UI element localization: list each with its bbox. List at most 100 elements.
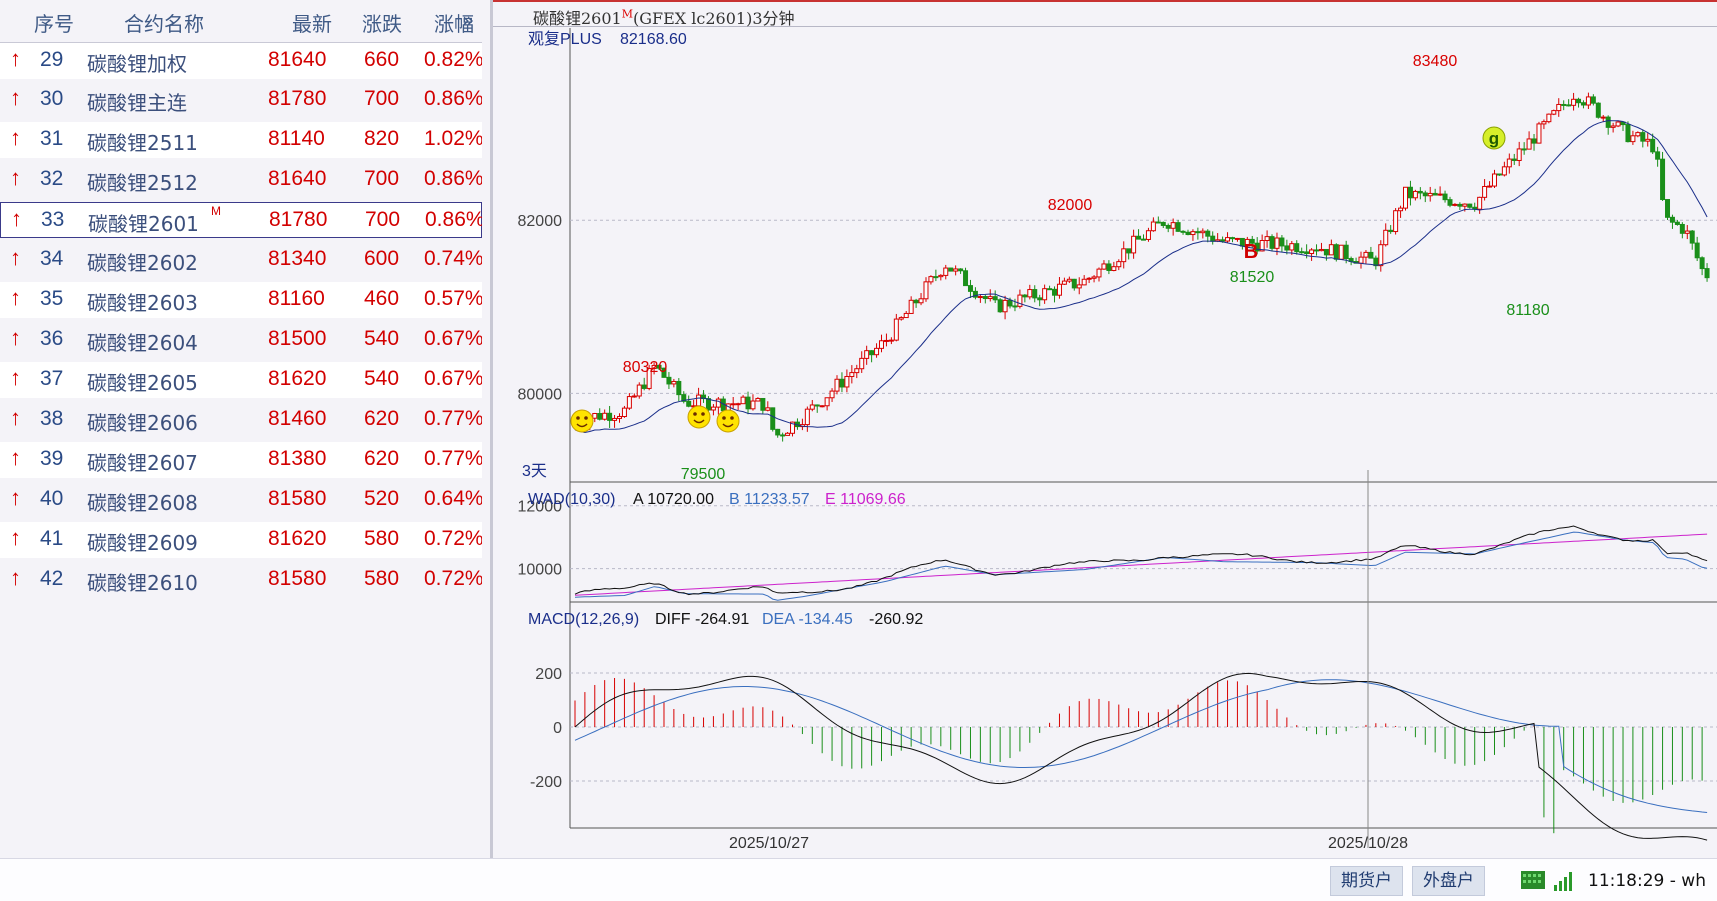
kline-chart[interactable]: 82000 80000 观复PLUS 82168.60 3天 83480 82000 8032… <box>493 0 1717 858</box>
row-contract-name: 碳酸锂2610 <box>87 571 198 595</box>
candle-body <box>780 434 786 437</box>
candle-body <box>730 403 736 406</box>
candle-body <box>1190 231 1196 236</box>
indicator-value: 82168.60 <box>620 31 687 48</box>
candle-body <box>1561 103 1567 106</box>
quote-row[interactable]: ↑ 36 碳酸锂2604 81500 540 0.67% <box>0 322 482 358</box>
column-header-change[interactable]: 涨跌 <box>362 12 402 36</box>
candle-body <box>972 290 978 298</box>
candle-body <box>908 299 914 314</box>
row-change-pct: 0.86% <box>424 167 482 190</box>
up-arrow-icon: ↑ <box>10 46 21 71</box>
candle-body <box>1101 263 1107 270</box>
candle-body <box>636 384 642 397</box>
candle-body <box>1269 236 1275 249</box>
row-seq: 38 <box>40 407 64 430</box>
row-change-pct: 0.67% <box>424 367 482 390</box>
chevron-double-right-icon[interactable]: » <box>462 8 475 32</box>
candle-body <box>1145 230 1151 240</box>
candle-body <box>1427 192 1433 197</box>
tab-futures-account[interactable]: 期货户 <box>1330 866 1403 896</box>
quote-row[interactable]: ↑ 40 碳酸锂2608 81580 520 0.64% <box>0 482 482 518</box>
candle-body <box>1422 192 1428 197</box>
candle-body <box>1249 238 1255 244</box>
candle-body <box>992 296 998 301</box>
candle-body <box>874 347 880 356</box>
candle-body <box>755 397 761 402</box>
candle-body <box>1462 203 1468 207</box>
row-contract-name: 碳酸锂加权 <box>87 52 187 76</box>
candle-body <box>1289 243 1295 251</box>
candle-body <box>1061 280 1067 285</box>
candle-body <box>1571 98 1577 106</box>
candle-body <box>1052 288 1058 296</box>
quote-row[interactable]: ↑ 32 碳酸锂2512 81640 700 0.86% <box>0 162 482 198</box>
last-low-annotation: 81180 <box>1506 302 1549 319</box>
candle-body <box>1432 192 1438 196</box>
row-last-price: 81580 <box>268 487 327 510</box>
quote-row[interactable]: ↑ 34 碳酸锂2602 81340 600 0.74% <box>0 242 482 278</box>
candle-body <box>1007 299 1013 307</box>
quote-row[interactable]: ↑ 35 碳酸锂2603 81160 460 0.57% <box>0 282 482 318</box>
row-last-price: 81380 <box>268 447 327 470</box>
quote-row[interactable]: ↑ 29 碳酸锂加权 81640 660 0.82% <box>0 43 482 79</box>
candle-body <box>1175 222 1181 232</box>
candle-body <box>948 267 954 272</box>
candle-body <box>982 296 988 300</box>
candle-body <box>1037 297 1043 301</box>
candle-body <box>1373 257 1379 267</box>
candle-body <box>1056 283 1062 296</box>
candle-body <box>1076 284 1082 289</box>
candle-body <box>1393 210 1399 233</box>
quote-row[interactable]: ↑ 41 碳酸锂2609 81620 580 0.72% <box>0 522 482 558</box>
macd-tick-label: 200 <box>535 666 562 683</box>
candle-body <box>592 413 598 419</box>
quote-row[interactable]: ↑ 31 碳酸锂2511 81140 820 1.02% <box>0 122 482 158</box>
candle-body <box>740 396 746 405</box>
candle-body <box>1600 116 1606 119</box>
candle-body <box>878 340 884 349</box>
candle-body <box>844 376 850 388</box>
candle-body <box>943 267 949 276</box>
candle-body <box>1274 237 1280 249</box>
column-header-last[interactable]: 最新 <box>292 12 332 36</box>
candle-body <box>1185 231 1191 236</box>
candle-body <box>1699 257 1705 270</box>
candle-body <box>1333 244 1339 260</box>
quote-row[interactable]: ↑ 38 碳酸锂2606 81460 620 0.77% <box>0 402 482 438</box>
candle-body <box>997 299 1003 313</box>
candle-body <box>1580 102 1586 106</box>
row-change-pct: 0.86% <box>425 208 482 231</box>
quote-row[interactable]: ↑ 39 碳酸锂2607 81380 620 0.77% <box>0 442 482 478</box>
candle-body <box>705 398 711 411</box>
candle-body <box>1205 230 1211 237</box>
quote-row[interactable]: ↑ 33 碳酸锂2601 81780 700 0.86% M <box>0 202 482 238</box>
column-header-name[interactable]: 合约名称 <box>124 12 204 36</box>
macd-dea-value: DEA -134.45 <box>762 611 853 628</box>
connection-status-icon <box>1521 871 1572 891</box>
quote-row[interactable]: ↑ 37 碳酸锂2605 81620 540 0.67% <box>0 362 482 398</box>
column-header-pct[interactable]: 涨幅 <box>434 12 474 36</box>
candle-body <box>1170 222 1176 229</box>
panel-splitter[interactable] <box>490 0 493 858</box>
wad-e-value: E 11069.66 <box>825 491 906 508</box>
candle-body <box>1689 230 1695 244</box>
candle-body <box>829 390 835 399</box>
candle-body <box>745 396 751 410</box>
candle-body <box>1234 237 1240 240</box>
candle-body <box>1442 193 1448 201</box>
quote-row[interactable]: ↑ 30 碳酸锂主连 81780 700 0.86% <box>0 82 482 118</box>
row-change: 540 <box>364 367 400 390</box>
row-seq: 39 <box>40 447 64 470</box>
candle-body <box>933 276 939 279</box>
row-change-pct: 1.02% <box>424 127 482 150</box>
tab-foreign-account[interactable]: 外盘户 <box>1412 866 1485 896</box>
candle-body <box>676 380 682 396</box>
candle-body <box>1437 193 1443 196</box>
column-header-seq[interactable]: 序号 <box>34 12 74 36</box>
candle-body <box>1328 244 1334 256</box>
wad-a-value: A 10720.00 <box>633 491 714 508</box>
quote-row[interactable]: ↑ 42 碳酸锂2610 81580 580 0.72% <box>0 562 482 598</box>
candle-body <box>666 376 672 385</box>
row-last-price: 81620 <box>268 527 327 550</box>
